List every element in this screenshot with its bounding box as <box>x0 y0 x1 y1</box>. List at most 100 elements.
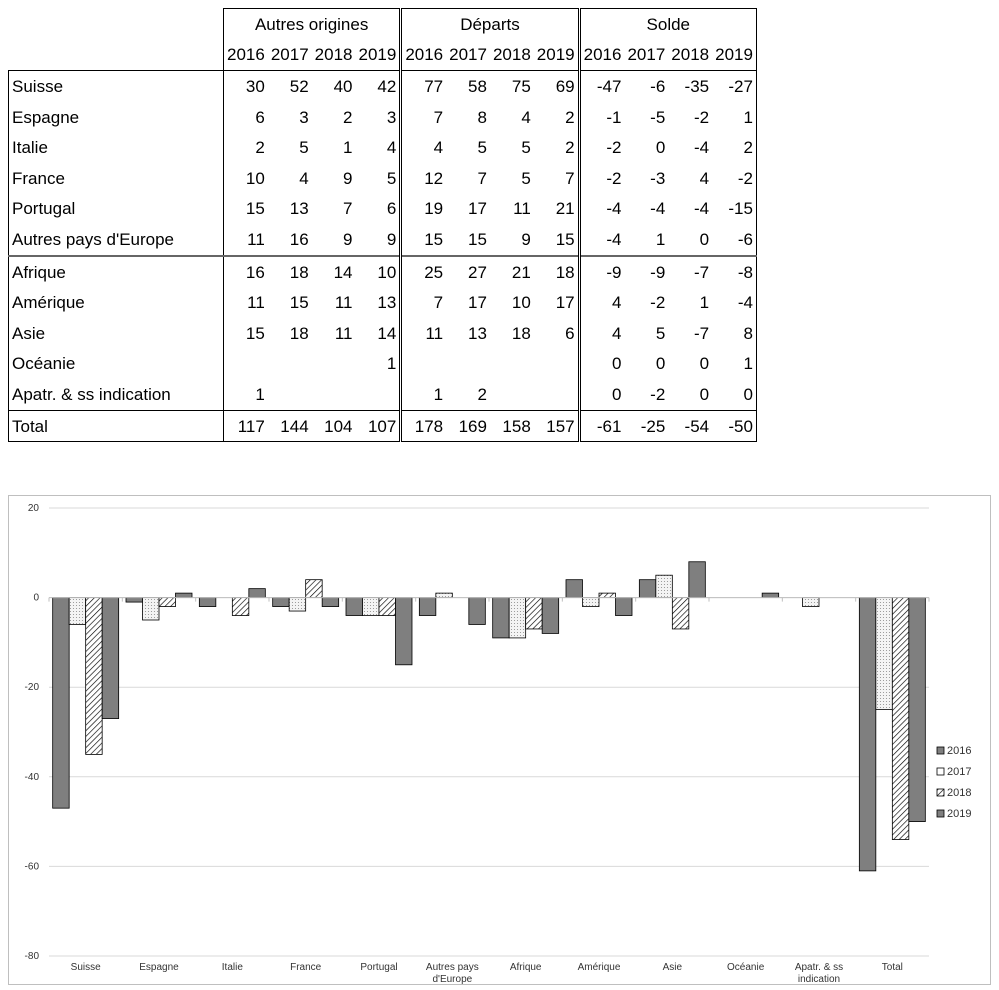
row-label: Italie <box>8 132 224 163</box>
table-cell: 144 <box>267 409 312 443</box>
bar-2017-apatrssindication <box>802 597 820 607</box>
year-header: 2019 <box>355 39 401 72</box>
category-label: Italie <box>222 962 244 973</box>
table-cell: 1 <box>712 348 757 380</box>
table-cell: 75 <box>489 70 534 102</box>
group-header: Solde <box>577 7 757 40</box>
table-cell: 10 <box>511 293 531 313</box>
table-cell: 5 <box>386 168 397 188</box>
table-cell: 7 <box>399 287 447 318</box>
table-cell: -4 <box>693 199 710 219</box>
table-cell: -4 <box>650 199 666 219</box>
y-tick-label: -60 <box>25 861 40 872</box>
table-cell: 11 <box>222 287 268 318</box>
y-tick-label: -20 <box>25 682 40 693</box>
bar-2017-autrespaysdeurope <box>435 592 453 599</box>
group-header: Autres origines <box>222 7 401 40</box>
table-cell: 9 <box>343 168 353 188</box>
bar-2019-suisse <box>101 597 120 719</box>
table-cell: 18 <box>533 254 580 288</box>
legend-swatch-2016 <box>936 746 945 755</box>
table-cell: 10 <box>355 254 401 288</box>
group-header: Départs <box>399 7 580 40</box>
table-cell: 15 <box>222 193 268 225</box>
bar-2019-italie <box>248 588 266 598</box>
table-cell: 5 <box>521 168 531 188</box>
y-tick-label: -40 <box>25 772 40 783</box>
table-corner <box>9 9 224 40</box>
table-cell: 11 <box>334 293 353 313</box>
bar-2016-france <box>272 597 290 607</box>
table-cell: 7 <box>477 168 487 188</box>
category-labels: Suisse Espagne Italie France Portugal Autres … <box>71 962 903 984</box>
table-cell: 4 <box>577 317 625 349</box>
table-cell: 15 <box>468 229 487 249</box>
row-label: Total <box>8 409 224 443</box>
table-cell: 13 <box>377 293 397 313</box>
legend-swatch-2018 <box>936 788 945 797</box>
bar-2017-asie <box>655 574 673 598</box>
year-header: 2016 <box>222 39 268 72</box>
bar-2017-espagne <box>142 597 160 621</box>
table-cell: 158 <box>489 409 534 443</box>
table-group-header-row: Autres origines Départs Solde <box>9 7 757 40</box>
chart-area: 20 0 -20 -40 -60 -80 Suisse Espagne Italie Franc… <box>8 495 991 985</box>
table-cell: 0 <box>699 354 710 374</box>
table-cell <box>312 379 356 410</box>
table-cell: -6 <box>624 70 669 102</box>
table-row: Apatr. & ss indication 1 1 2 0 -2 0 0 <box>8 379 757 411</box>
table-cell <box>446 349 490 380</box>
table-cell: -4 <box>577 224 625 256</box>
x-axis <box>48 597 930 602</box>
year-header: 2016 <box>577 39 625 72</box>
table-cell <box>355 379 400 410</box>
year-header: 2019 <box>533 39 580 72</box>
bar-2016-suisse <box>52 597 70 809</box>
table-cell: 2 <box>712 132 757 163</box>
bar-2017-amrique <box>582 597 600 607</box>
year-header: 2018 <box>489 39 534 72</box>
table-corner <box>9 40 224 71</box>
row-label: Portugal <box>8 193 224 225</box>
table-cell: 4 <box>577 287 625 318</box>
table-cell: 4 <box>399 132 447 163</box>
y-tick-label: 20 <box>28 503 40 514</box>
solde-bar-chart: 20 0 -20 -40 -60 -80 Suisse Espagne Italie Franc… <box>25 503 972 984</box>
table-cell: 18 <box>289 323 309 343</box>
table-cell: 2 <box>477 384 487 404</box>
table-cell: 5 <box>299 138 309 158</box>
table-cell: -9 <box>624 254 669 288</box>
table-row: Océanie 1 0 0 0 1 <box>8 348 757 380</box>
bars <box>52 561 926 872</box>
table-cell <box>268 349 312 380</box>
table-cell: -27 <box>712 70 757 102</box>
table-cell <box>490 379 534 410</box>
bar-2019-amrique <box>615 597 633 616</box>
table-cell <box>490 349 534 380</box>
table-cell: 12 <box>399 162 447 194</box>
table-row: Asie 15 18 11 14 11 13 18 6 4 5 -7 8 <box>8 317 757 349</box>
bar-2019-ocanie <box>761 592 780 599</box>
row-label: Océanie <box>8 348 224 380</box>
table-cell: 14 <box>377 323 397 343</box>
table-cell: 42 <box>355 70 401 102</box>
table-cell: 30 <box>222 70 268 102</box>
table-cell: -47 <box>577 70 625 102</box>
row-label: Apatr. & ss indication <box>8 379 224 411</box>
bar-2018-portugal <box>378 597 396 616</box>
bar-2017-suisse <box>68 597 87 625</box>
category-label: Autres pays d'Europe <box>426 962 479 984</box>
year-header: 2018 <box>668 39 713 72</box>
bar-2016-amrique <box>565 579 583 599</box>
table-cell: 21 <box>555 199 575 219</box>
table-cell: 0 <box>577 379 625 411</box>
bar-2017-total <box>875 597 893 710</box>
legend-label-2019: 2019 <box>947 808 971 820</box>
table-cell: 77 <box>399 70 447 102</box>
bar-2019-autrespaysdeurope <box>468 597 486 625</box>
table-cell: 157 <box>533 409 580 443</box>
table-cell <box>399 348 447 380</box>
table-cell: 15 <box>399 224 447 256</box>
table-cell: -5 <box>650 107 666 127</box>
table-cell: 58 <box>446 70 490 102</box>
